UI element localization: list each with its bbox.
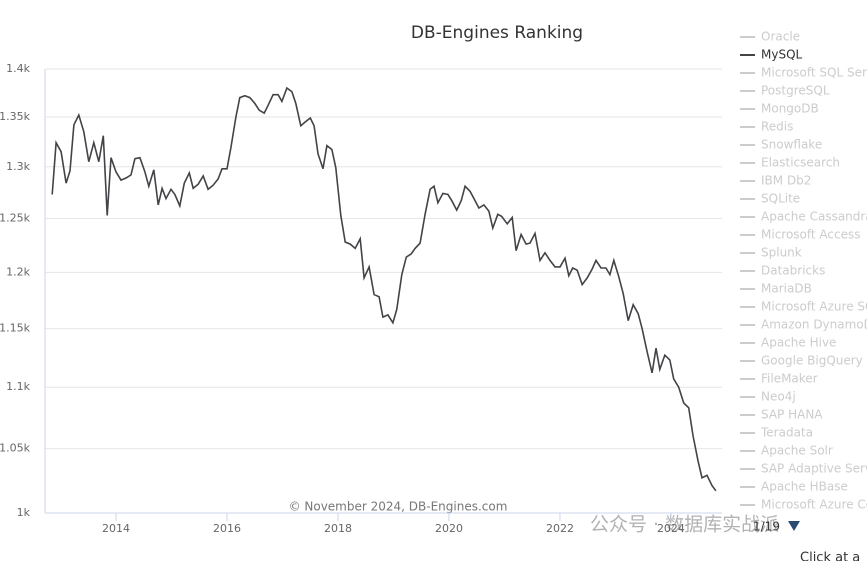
- legend-item[interactable]: Apache HBase: [761, 480, 848, 494]
- legend-item[interactable]: MySQL: [761, 48, 803, 62]
- legend-item[interactable]: Databricks: [761, 264, 825, 278]
- y-tick-label: 1.2k: [6, 265, 30, 278]
- x-tick-label: 2018: [324, 522, 352, 535]
- legend-item[interactable]: MongoDB: [761, 102, 819, 116]
- y-tick-label: 1.35k: [0, 110, 31, 123]
- legend-item[interactable]: SQLite: [761, 192, 800, 206]
- legend-item[interactable]: Microsoft Azure Co: [761, 498, 867, 512]
- legend-item[interactable]: Snowflake: [761, 138, 822, 152]
- legend-item[interactable]: Apache Hive: [761, 336, 836, 350]
- x-tick-label: 2016: [213, 522, 241, 535]
- legend-item[interactable]: FileMaker: [761, 372, 818, 386]
- legend-item[interactable]: SAP HANA: [761, 408, 823, 422]
- legend-item[interactable]: IBM Db2: [761, 174, 811, 188]
- legend-item[interactable]: Elasticsearch: [761, 156, 840, 170]
- credit: © November 2024, DB-Engines.com: [289, 500, 508, 514]
- legend-item[interactable]: Redis: [761, 120, 793, 134]
- legend-item[interactable]: Apache Cassandra: [761, 210, 867, 224]
- y-tick-label: 1.15k: [0, 322, 31, 335]
- x-tick-label: 2014: [102, 522, 130, 535]
- legend-item[interactable]: Microsoft Access: [761, 228, 861, 242]
- y-tick-label: 1.4k: [6, 62, 30, 75]
- x-tick-label: 2020: [435, 522, 463, 535]
- x-tick-label: 2022: [546, 522, 574, 535]
- y-tick-label: 1.1k: [6, 380, 30, 393]
- legend-item[interactable]: Amazon DynamoD: [761, 318, 867, 332]
- y-tick-label: 1.3k: [6, 160, 30, 173]
- y-tick-label: 1.05k: [0, 442, 31, 455]
- legend-page: 1/19: [753, 520, 780, 534]
- legend-item[interactable]: Neo4j: [761, 390, 796, 404]
- line-series: [51, 86, 717, 492]
- watermark: 公众号 · 数据库实战派: [590, 514, 779, 536]
- legend-item[interactable]: Google BigQuery: [761, 354, 863, 368]
- legend-item[interactable]: Apache Solr: [761, 444, 833, 458]
- legend-item[interactable]: Teradata: [760, 426, 813, 440]
- legend-hint: Click at a: [800, 551, 860, 561]
- legend-item[interactable]: Microsoft SQL Serv: [761, 66, 867, 80]
- y-tick-label: 1k: [17, 506, 31, 519]
- legend-item[interactable]: Oracle: [761, 30, 800, 44]
- legend-next-arrow[interactable]: [788, 521, 800, 531]
- legend-item[interactable]: Microsoft Azure SQ: [761, 300, 867, 314]
- legend-item[interactable]: MariaDB: [761, 282, 812, 296]
- y-tick-label: 1.25k: [0, 212, 31, 225]
- legend-item[interactable]: SAP Adaptive Serve: [761, 462, 867, 476]
- legend-item[interactable]: Splunk: [761, 246, 802, 260]
- chart-title: DB-Engines Ranking: [411, 23, 583, 43]
- legend-item[interactable]: PostgreSQL: [761, 84, 830, 98]
- x-tick-label: 2024: [657, 522, 685, 535]
